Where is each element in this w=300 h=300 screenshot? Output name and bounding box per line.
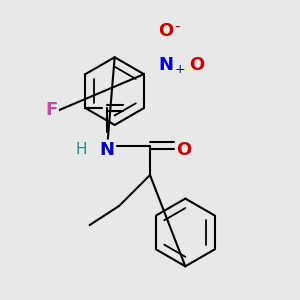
Text: N: N [159,56,174,74]
Text: O: O [176,141,191,159]
Text: O: O [159,22,174,40]
Text: O: O [176,141,191,159]
Text: N: N [100,141,115,159]
Text: -: - [174,19,180,34]
Text: O: O [159,22,174,40]
Text: -: - [174,19,180,34]
Text: +: + [174,63,185,76]
Text: H: H [75,142,87,158]
Text: F: F [45,101,58,119]
Text: +: + [174,63,185,76]
Text: O: O [190,56,205,74]
Text: N: N [100,141,115,159]
Text: F: F [45,101,58,119]
Text: O: O [190,56,205,74]
Text: N: N [159,56,174,74]
Text: H: H [75,142,87,158]
